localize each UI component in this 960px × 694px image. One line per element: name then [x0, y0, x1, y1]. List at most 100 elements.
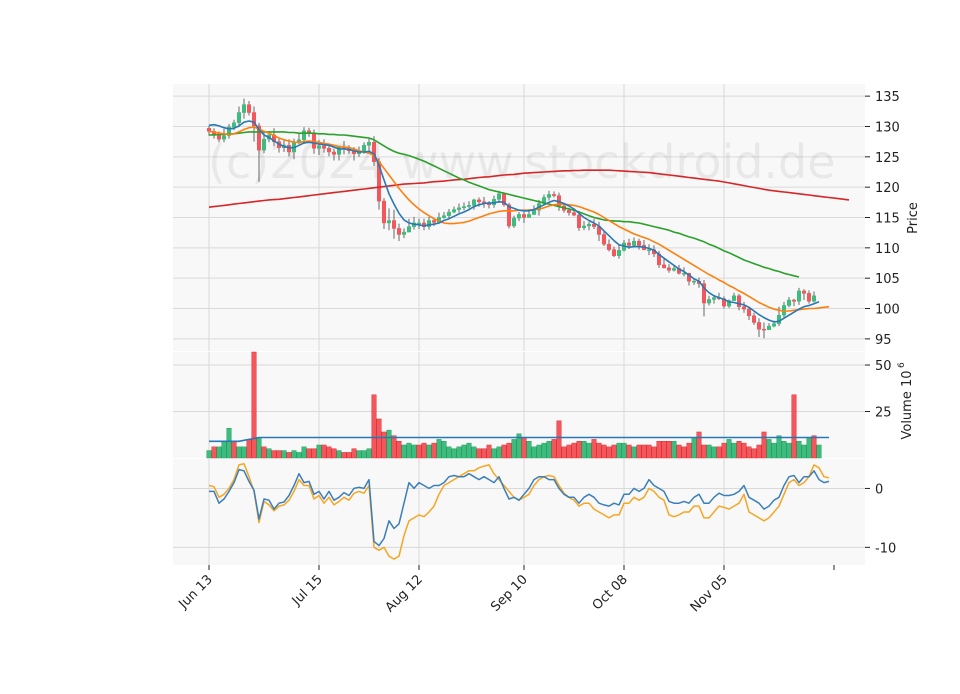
volume-bar-down — [521, 437, 527, 459]
candle-down — [287, 145, 291, 153]
y-tick-label: 120 — [875, 181, 900, 196]
volume-bar-up — [266, 448, 272, 459]
volume-bar-up — [316, 444, 322, 459]
candle-up — [407, 226, 411, 233]
volume-bar-down — [326, 446, 332, 459]
candle-up — [232, 122, 236, 128]
volume-bar-down — [231, 441, 237, 459]
volume-bar-down — [346, 452, 352, 459]
volume-bar-up — [296, 452, 302, 459]
candle-down — [602, 234, 606, 245]
volume-bar-up — [536, 444, 542, 459]
candle-up — [222, 135, 226, 140]
volume-bar-up — [361, 450, 367, 459]
candle-up — [732, 295, 736, 301]
candle-up — [237, 112, 241, 124]
candle-down — [737, 295, 741, 307]
volume-bar-up — [806, 437, 812, 459]
candle-up — [797, 290, 801, 302]
volume-bar-down — [286, 452, 292, 459]
candle-up — [812, 295, 816, 302]
candle-up — [467, 205, 471, 207]
volume-bar-up — [206, 450, 212, 459]
candle-up — [447, 211, 451, 216]
volume-bar-up — [281, 450, 287, 459]
candle-down — [802, 290, 806, 294]
volume-bar-up — [546, 441, 552, 459]
volume-bar-down — [606, 446, 612, 459]
candle-up — [227, 126, 231, 136]
volume-bar-up — [516, 433, 522, 459]
volume-bar-down — [481, 448, 487, 459]
volume-bar-down — [371, 394, 377, 459]
ma-fast-line — [208, 120, 820, 323]
candle-up — [417, 222, 421, 225]
volume-bar-up — [796, 441, 802, 459]
candle-up — [707, 299, 711, 304]
candle-up — [367, 142, 371, 146]
volume-bar-down — [416, 444, 422, 459]
volume-bar-down — [276, 450, 282, 459]
volume-bar-down — [306, 448, 312, 459]
volume-bar-down — [561, 446, 567, 459]
candle-down — [607, 243, 611, 250]
volume-bar-up — [801, 444, 807, 459]
y-tick-label: 110 — [875, 242, 900, 257]
candle-down — [382, 200, 386, 224]
candle-up — [387, 220, 391, 224]
volume-bar-down — [601, 444, 607, 459]
volume-bar-up — [526, 441, 532, 459]
volume-bar-up — [511, 439, 517, 459]
volume-bar-up — [366, 448, 372, 459]
y-tick-label: -10 — [875, 541, 896, 556]
volume-bar-down — [246, 439, 252, 459]
volume-bar-down — [656, 441, 662, 459]
candle-down — [552, 194, 556, 196]
volume-bar-down — [716, 446, 722, 459]
candle-up — [402, 231, 406, 235]
volume-bar-up — [301, 446, 307, 459]
volume-bar-down — [396, 441, 402, 459]
candle-down — [667, 267, 671, 271]
y-tick-label: 115 — [875, 212, 900, 227]
candle-down — [247, 104, 251, 113]
volume-bar-down — [666, 441, 672, 459]
volume-bar-up — [401, 444, 407, 459]
candle-up — [497, 193, 501, 200]
volume-bar-down — [486, 444, 492, 459]
volume-bar-down — [311, 448, 317, 459]
volume-bar-up — [226, 427, 232, 459]
volume-bar-up — [291, 450, 297, 459]
volume-bar-down — [676, 444, 682, 459]
candle-down — [662, 264, 666, 269]
candle-down — [627, 242, 631, 246]
candle-down — [432, 220, 436, 223]
volume-bar-up — [786, 442, 792, 459]
volume-bar-up — [581, 441, 587, 459]
volume-bar-down — [421, 442, 427, 459]
price-axis-title: Price — [906, 202, 921, 234]
volume-bar-up — [781, 441, 787, 459]
candle-up — [547, 194, 551, 198]
y-tick-label: 100 — [875, 303, 900, 318]
candle-down — [752, 315, 756, 323]
candle-down — [747, 308, 751, 317]
volume-bar-down — [576, 441, 582, 459]
candle-down — [507, 204, 511, 227]
y-tick-label: 25 — [875, 406, 892, 421]
volume-bar-down — [661, 441, 667, 459]
ma-long-line — [208, 169, 850, 208]
candle-down — [572, 212, 576, 216]
volume-bar-up — [731, 442, 737, 459]
candle-up — [587, 223, 591, 227]
volume-axis-title-text: Volume 10 — [900, 370, 915, 439]
oscillator-panel — [173, 459, 865, 565]
volume-bar-down — [551, 439, 557, 459]
volume-bar-down — [571, 442, 577, 459]
volume-bar-up — [711, 446, 717, 459]
volume-bar-up — [776, 435, 782, 459]
volume-bar-up — [691, 437, 697, 459]
candle-down — [637, 240, 641, 246]
volume-bar-up — [816, 444, 822, 459]
